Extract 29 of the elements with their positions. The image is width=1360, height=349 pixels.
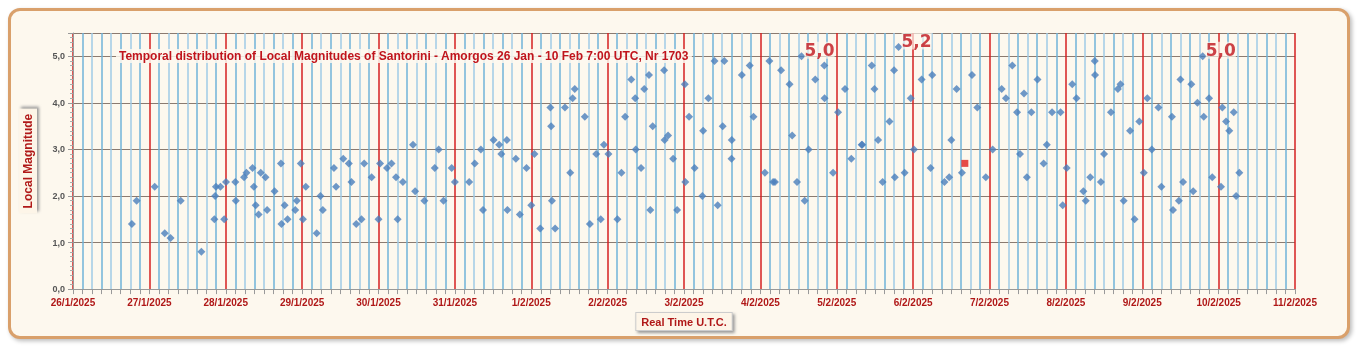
- x-tick-label: 29/1/2025: [279, 296, 325, 308]
- y-tick-label: 2,0: [52, 190, 65, 201]
- y-tick-label: 3,0: [52, 144, 65, 155]
- x-tick-label: 11/2/2025: [1273, 296, 1318, 308]
- x-tick-label: 7/2/2025: [970, 296, 1010, 308]
- x-tick-label: 1/2/2025: [511, 296, 552, 308]
- x-tick-label: 6/2/2025: [893, 296, 934, 308]
- y-tick-label: 1,0: [52, 237, 65, 248]
- x-tick-label: 28/1/2025: [203, 296, 249, 308]
- x-tick-label: 27/1/2025: [127, 296, 173, 308]
- y-axis-title: Local Magnitude: [21, 113, 35, 209]
- annotation: 5,2: [901, 30, 932, 51]
- x-axis-title: Real Time U.T.C.: [641, 315, 727, 328]
- x-tick-label: 26/1/2025: [50, 296, 96, 308]
- y-tick-label: 5,0: [52, 51, 65, 62]
- annotation: 5,0: [1205, 40, 1236, 61]
- annotation: 5,0: [804, 40, 835, 61]
- x-tick-label: 10/2/2025: [1196, 296, 1242, 308]
- x-tick-label: 3/2/2025: [664, 296, 704, 308]
- x-tick-label: 2/2/2025: [588, 296, 628, 308]
- text: Temporal distribution of Local Magnitudes of Santorini - Amorgos 26 Jan - 10 Feb 7:00 UTC, Nr 1703: [119, 49, 689, 63]
- y-tick-label: 4,0: [52, 97, 65, 108]
- y-tick-label: 0,0: [52, 284, 65, 295]
- x-tick-label: 8/2/2025: [1046, 296, 1086, 308]
- x-tick-label: 9/2/2025: [1122, 296, 1163, 308]
- x-tick-label: 30/1/2025: [356, 296, 402, 308]
- x-tick-label: 4/2/2025: [740, 296, 781, 308]
- x-tick-label: 5/2/2025: [817, 296, 857, 308]
- x-tick-label: 31/1/2025: [432, 296, 478, 308]
